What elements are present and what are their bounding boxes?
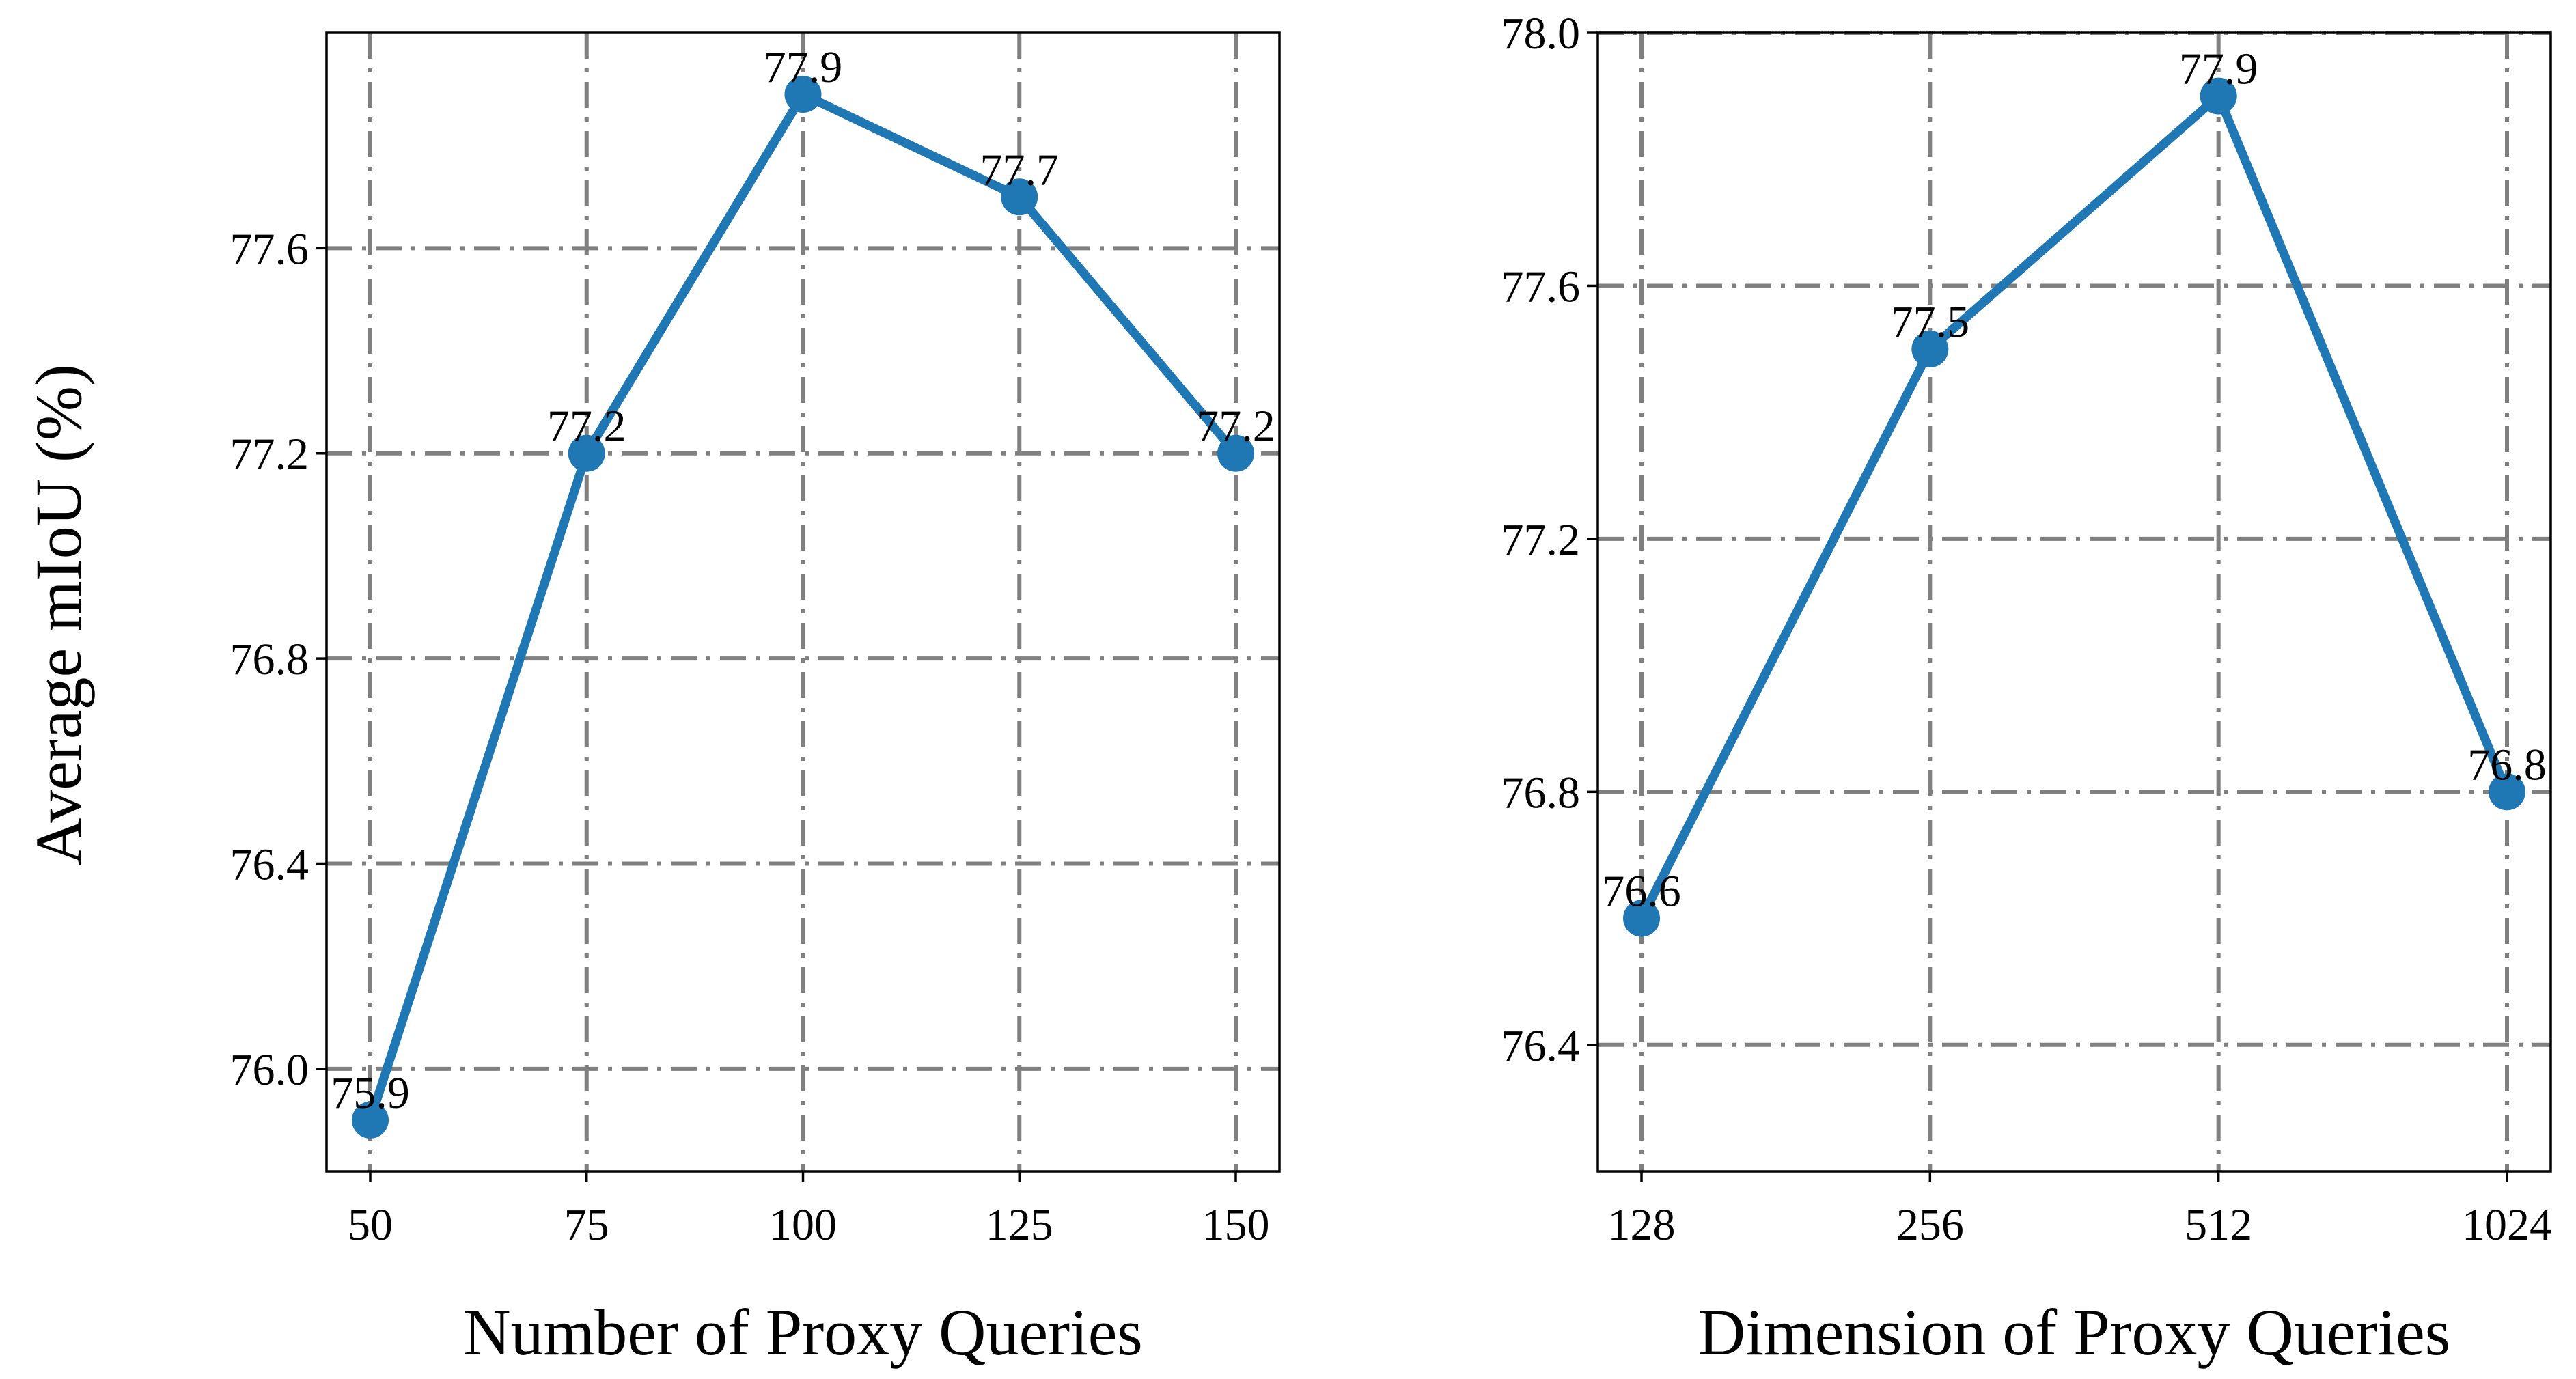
data-point xyxy=(2200,77,2237,115)
data-point xyxy=(784,76,822,113)
y-tick-label: 76.4 xyxy=(1501,1021,1581,1071)
data-label: 77.2 xyxy=(1196,402,1275,451)
x-axis-title: Dimension of Proxy Queries xyxy=(1698,1296,2450,1369)
x-tick-label: 150 xyxy=(1202,1200,1270,1250)
plot-frame xyxy=(1596,31,2552,1173)
data-label: 76.6 xyxy=(1602,867,1681,917)
x-tick-label: 75 xyxy=(564,1200,609,1250)
x-tick-label: 128 xyxy=(1608,1200,1676,1250)
x-tick-label: 1024 xyxy=(2462,1200,2552,1250)
y-tick-label: 77.6 xyxy=(230,224,309,274)
y-tick-label: 77.6 xyxy=(1501,262,1581,311)
x-tick-label: 256 xyxy=(1896,1200,1964,1250)
data-point xyxy=(1001,178,1038,216)
y-tick-label: 76.0 xyxy=(230,1045,309,1095)
data-label: 77.9 xyxy=(2179,44,2258,94)
x-tick-label: 100 xyxy=(769,1200,837,1250)
data-label: 77.7 xyxy=(980,145,1060,195)
data-point xyxy=(568,434,605,472)
data-label: 75.9 xyxy=(331,1068,410,1118)
y-tick-label: 78.0 xyxy=(1501,9,1581,59)
y-tick-label: 77.2 xyxy=(1501,515,1581,565)
shared-y-axis-title: Average mIoU (%) xyxy=(22,364,95,865)
data-point xyxy=(1217,434,1254,472)
data-point xyxy=(352,1101,389,1139)
panel-number-of-proxy-queries: 50 75 100 125 150 76.0 76.4 76.8 77.2 77.6 75.9 77.… xyxy=(230,31,1281,1369)
y-tick-label: 77.2 xyxy=(230,430,309,479)
y-tick-label: 76.8 xyxy=(230,635,309,684)
x-tick-label: 125 xyxy=(986,1200,1053,1250)
data-point xyxy=(1911,331,1949,368)
data-label: 77.2 xyxy=(547,402,626,451)
y-tick-label: 76.4 xyxy=(230,839,309,889)
data-label: 77.5 xyxy=(1891,297,1970,347)
x-tick-label: 50 xyxy=(348,1200,393,1250)
panel-dimension-of-proxy-queries: 128 256 512 1024 76.4 76.8 77.2 77.6 78.0 76.6 77.… xyxy=(1501,9,2553,1369)
x-tick-label: 512 xyxy=(2185,1200,2252,1250)
data-label: 77.9 xyxy=(764,42,843,92)
series-line xyxy=(1637,92,2512,923)
data-point xyxy=(1623,900,1660,937)
y-tick-label: 76.8 xyxy=(1501,768,1581,818)
data-label: 76.8 xyxy=(2467,740,2547,790)
x-axis-title: Number of Proxy Queries xyxy=(463,1296,1142,1369)
data-point xyxy=(2489,773,2525,811)
